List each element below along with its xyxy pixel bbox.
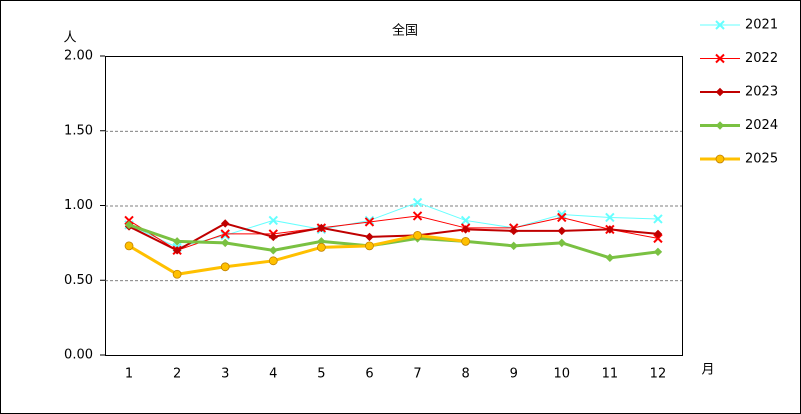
data-point [460, 215, 471, 226]
y-tick-label: 0.50 [64, 273, 93, 288]
series-line [128, 222, 659, 252]
x-tick-label: 10 [554, 367, 571, 382]
x-tick-label: 9 [510, 367, 518, 382]
x-tick-label: 3 [221, 367, 229, 382]
data-point [653, 233, 663, 244]
y-tick-label: 0.00 [64, 348, 93, 363]
data-point [413, 230, 422, 240]
legend-marker [715, 154, 725, 164]
data-point [172, 237, 182, 246]
data-point [365, 232, 374, 242]
data-point [221, 219, 230, 228]
data-point [220, 262, 230, 272]
legend-label: 2023 [745, 85, 778, 100]
x-tick-label: 2 [173, 367, 181, 382]
x-tick-label: 1 [125, 367, 133, 382]
data-point [269, 232, 278, 242]
data-point [316, 242, 326, 252]
data-point [172, 269, 182, 279]
data-point [557, 238, 566, 248]
data-point [124, 215, 134, 226]
series-line [128, 201, 658, 248]
data-point [557, 212, 567, 223]
data-point [317, 223, 326, 233]
x-tick-label: 4 [269, 367, 277, 382]
legend-marker [715, 20, 725, 30]
x-axis-label: 月 [701, 363, 714, 378]
x-tick-label: 6 [365, 367, 373, 382]
y-tick-label: 1.50 [64, 123, 93, 138]
legend-label: 2025 [745, 152, 778, 167]
data-point [509, 241, 518, 251]
chart-title: 全国 [392, 23, 418, 39]
data-point [653, 247, 663, 257]
legend-label: 2021 [745, 18, 778, 33]
legend-marker [715, 121, 725, 130]
x-tick-label: 7 [413, 367, 421, 382]
x-tick-label: 8 [461, 367, 469, 382]
data-point [557, 209, 567, 220]
data-point [605, 253, 615, 263]
data-point [653, 229, 663, 239]
data-point [124, 220, 134, 230]
x-tick-label: 12 [650, 367, 667, 382]
data-point [220, 229, 230, 239]
data-point [412, 197, 423, 208]
y-tick-label: 2.00 [64, 49, 93, 64]
series-line [128, 215, 659, 251]
legend-marker [715, 53, 725, 64]
series-line [128, 233, 466, 276]
y-tick-label: 1.00 [64, 198, 93, 213]
data-point [557, 226, 566, 236]
data-point [605, 225, 615, 234]
data-point [653, 214, 663, 224]
data-point [364, 215, 375, 226]
data-point [269, 246, 278, 255]
data-point [364, 217, 375, 227]
legend-label: 2024 [745, 118, 778, 133]
data-point [268, 215, 278, 226]
data-point [268, 256, 278, 266]
x-tick-label: 11 [602, 367, 619, 382]
data-point [221, 238, 230, 248]
data-point [509, 226, 518, 236]
y-axis-label: 人 [63, 31, 76, 46]
data-point [461, 225, 470, 234]
data-point [172, 246, 182, 255]
data-point [461, 236, 471, 246]
data-point [605, 212, 615, 223]
data-point [124, 241, 134, 251]
data-point [365, 241, 374, 251]
legend-label: 2022 [745, 51, 778, 66]
x-tick-label: 5 [317, 367, 325, 382]
data-point [412, 211, 423, 221]
legend-marker [715, 87, 725, 97]
data-point [220, 230, 230, 241]
